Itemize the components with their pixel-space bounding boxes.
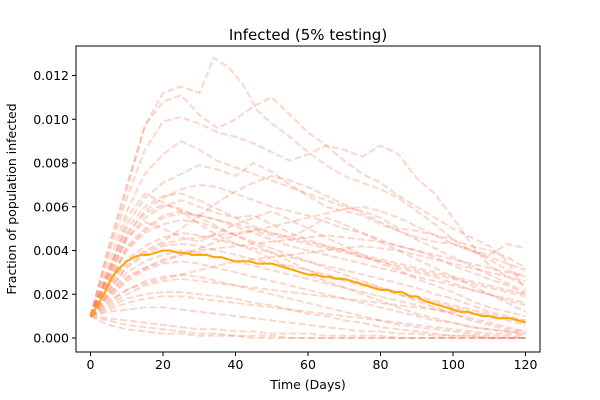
- x-tick-label: 0: [87, 357, 95, 372]
- x-axis-label: Time (Days): [269, 377, 346, 392]
- y-tick-label: 0.000: [33, 331, 69, 346]
- simulation-run-line-9: [89, 218, 526, 333]
- simulation-run-line-27: [89, 229, 526, 317]
- simulation-run-line-25: [89, 203, 526, 326]
- simulation-run-line-26: [89, 212, 526, 317]
- simulation-run-line-31: [90, 315, 526, 339]
- simulation-run-line-29: [89, 277, 526, 322]
- y-axis-label: Fraction of population infected: [4, 103, 19, 294]
- x-tick-label: 100: [441, 357, 465, 372]
- simulation-run-line-13: [89, 260, 526, 335]
- simulation-run-line-23: [89, 245, 526, 317]
- y-tick-label: 0.006: [33, 199, 69, 214]
- simulation-run-line-18: [90, 315, 526, 339]
- x-tick-label: 40: [228, 357, 244, 372]
- y-tick-label: 0.012: [33, 68, 69, 83]
- simulation-run-line-30: [90, 295, 526, 337]
- simulation-run-line-5: [89, 162, 526, 317]
- x-tick-label: 80: [373, 357, 389, 372]
- simulation-run-line-16: [90, 306, 526, 339]
- y-tick-label: 0.002: [33, 287, 69, 302]
- simulation-run-line-7: [89, 199, 526, 317]
- simulation-run-line-12: [89, 249, 526, 333]
- simulation-run-line-24: [89, 192, 526, 317]
- x-tick-label: 120: [514, 357, 538, 372]
- x-tick-label: 20: [155, 357, 171, 372]
- y-tick-label: 0.010: [33, 112, 69, 127]
- x-axis-ticks: 0 20 40 60 80 100 120: [87, 352, 538, 372]
- y-tick-label: 0.004: [33, 243, 69, 258]
- simulation-runs: [89, 57, 527, 339]
- simulation-run-line-4: [89, 140, 527, 317]
- simulation-run-line-14: [89, 273, 526, 339]
- simulation-run-line-28: [89, 234, 526, 317]
- simulation-run-line-15: [90, 291, 526, 339]
- y-tick-label: 0.008: [33, 156, 69, 171]
- simulation-run-line-22: [89, 205, 526, 317]
- simulation-run-line-3: [89, 116, 526, 317]
- mean-series: [89, 249, 526, 324]
- y-axis-ticks: 0.000 0.002 0.004 0.006 0.008 0.010 0.012: [33, 68, 76, 346]
- x-tick-label: 60: [300, 357, 316, 372]
- simulation-run-line-8: [89, 210, 526, 317]
- simulation-run-line-1: [89, 57, 526, 317]
- mean-line: [89, 249, 526, 324]
- chart-title: Infected (5% testing): [229, 26, 387, 44]
- simulation-run-line-6: [89, 183, 526, 317]
- simulation-run-line-20: [89, 210, 526, 318]
- simulation-run-line-19: [89, 192, 526, 335]
- simulation-run-line-11: [89, 242, 526, 324]
- simulation-run-line-17: [90, 315, 526, 339]
- simulation-run-line-21: [89, 175, 526, 317]
- simulation-run-line-2: [89, 94, 527, 317]
